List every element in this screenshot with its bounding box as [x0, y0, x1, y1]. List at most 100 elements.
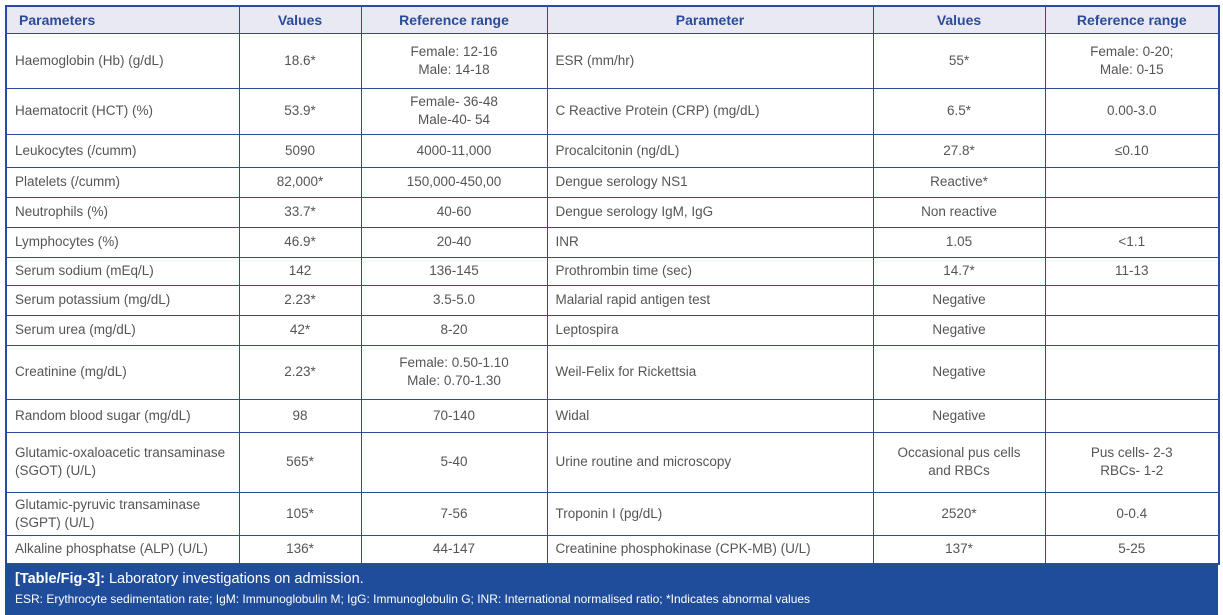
parameter-cell-right: Malarial rapid antigen test — [546, 284, 874, 316]
table-row: Platelets (/cumm) 82,000* 150,000-450,00… — [5, 166, 1220, 198]
table-row: Haematocrit (HCT) (%) 53.9* Female- 36-4… — [5, 87, 1220, 135]
value-cell-right: 55* — [872, 32, 1046, 89]
header-values-right: Values — [872, 5, 1046, 34]
reference-cell-right — [1044, 196, 1220, 228]
table-header-row: Parameters Values Reference range Parame… — [5, 5, 1220, 34]
table-row: Glutamic-pyruvic transaminase (SGPT) (U/… — [5, 491, 1220, 536]
value-cell-left: 5090 — [238, 133, 362, 168]
reference-cell-right — [1044, 284, 1220, 316]
reference-cell-right: 0.00-3.0 — [1044, 87, 1220, 135]
reference-cell-left: 44-147 — [360, 534, 548, 565]
reference-cell-left: 150,000-450,00 — [360, 166, 548, 198]
value-cell-right: 1.05 — [872, 226, 1046, 258]
table-row: Creatinine (mg/dL) 2.23* Female: 0.50-1.… — [5, 344, 1220, 400]
parameter-cell-left: Neutrophils (%) — [5, 196, 240, 228]
reference-cell-left: 3.5-5.0 — [360, 284, 548, 316]
reference-cell-right: 11-13 — [1044, 256, 1220, 286]
value-cell-left: 82,000* — [238, 166, 362, 198]
parameter-cell-right: Dengue serology NS1 — [546, 166, 874, 198]
parameter-cell-left: Creatinine (mg/dL) — [5, 344, 240, 400]
table-row: Serum urea (mg/dL) 42* 8-20 Leptospira N… — [5, 314, 1220, 346]
reference-cell-left: Female: 0.50-1.10 Male: 0.70-1.30 — [360, 344, 548, 400]
parameter-cell-left: Platelets (/cumm) — [5, 166, 240, 198]
reference-cell-left: 136-145 — [360, 256, 548, 286]
table-footnote: ESR: Erythrocyte sedimentation rate; IgM… — [15, 591, 811, 606]
value-cell-right: Non reactive — [872, 196, 1046, 228]
parameter-cell-right: Creatinine phosphokinase (CPK-MB) (U/L) — [546, 534, 874, 565]
parameter-cell-right: Procalcitonin (ng/dL) — [546, 133, 874, 168]
reference-cell-left: 5-40 — [360, 431, 548, 493]
parameter-cell-left: Lymphocytes (%) — [5, 226, 240, 258]
reference-cell-left: Female: 12-16 Male: 14-18 — [360, 32, 548, 89]
parameter-cell-left: Serum sodium (mEq/L) — [5, 256, 240, 286]
value-cell-left: 142 — [238, 256, 362, 286]
reference-cell-right: 5-25 — [1044, 534, 1220, 565]
parameter-cell-left: Glutamic-oxaloacetic transaminase (SGOT)… — [5, 431, 240, 493]
value-cell-right: 27.8* — [872, 133, 1046, 168]
caption-band: [Table/Fig-3]: Laboratory investigations… — [5, 565, 1218, 615]
reference-cell-right: 0-0.4 — [1044, 491, 1220, 536]
parameter-cell-left: Haematocrit (HCT) (%) — [5, 87, 240, 135]
caption-label: [Table/Fig-3]: — [15, 571, 105, 587]
caption-text: Laboratory investigations on admission. — [104, 571, 364, 587]
reference-cell-right: <1.1 — [1044, 226, 1220, 258]
parameter-cell-right: Widal — [546, 398, 874, 433]
parameter-cell-right: ESR (mm/hr) — [546, 32, 874, 89]
value-cell-right: Occasional pus cells and RBCs — [872, 431, 1046, 493]
header-parameters-left: Parameters — [5, 5, 240, 34]
parameter-cell-left: Serum urea (mg/dL) — [5, 314, 240, 346]
reference-cell-left: 4000-11,000 — [360, 133, 548, 168]
value-cell-right: Negative — [872, 314, 1046, 346]
table-row: Neutrophils (%) 33.7* 40-60 Dengue serol… — [5, 196, 1220, 228]
value-cell-right: 14.7* — [872, 256, 1046, 286]
value-cell-left: 565* — [238, 431, 362, 493]
reference-cell-right: Pus cells- 2-3 RBCs- 1-2 — [1044, 431, 1220, 493]
header-parameter-right: Parameter — [546, 5, 874, 34]
table-row: Alkaline phosphatse (ALP) (U/L) 136* 44-… — [5, 534, 1220, 565]
reference-cell-left: Female- 36-48 Male-40- 54 — [360, 87, 548, 135]
value-cell-right: Negative — [872, 284, 1046, 316]
table-row: Glutamic-oxaloacetic transaminase (SGOT)… — [5, 431, 1220, 493]
parameter-cell-left: Serum potassium (mg/dL) — [5, 284, 240, 316]
parameter-cell-right: Dengue serology IgM, IgG — [546, 196, 874, 228]
reference-cell-left: 40-60 — [360, 196, 548, 228]
value-cell-right: 6.5* — [872, 87, 1046, 135]
value-cell-left: 98 — [238, 398, 362, 433]
parameter-cell-right: Leptospira — [546, 314, 874, 346]
parameter-cell-left: Glutamic-pyruvic transaminase (SGPT) (U/… — [5, 491, 240, 536]
value-cell-left: 18.6* — [238, 32, 362, 89]
lab-results-table: Parameters Values Reference range Parame… — [5, 5, 1220, 565]
parameter-cell-right: Urine routine and microscopy — [546, 431, 874, 493]
reference-cell-left: 7-56 — [360, 491, 548, 536]
value-cell-left: 136* — [238, 534, 362, 565]
reference-cell-left: 8-20 — [360, 314, 548, 346]
value-cell-right: Negative — [872, 344, 1046, 400]
table-row: Serum sodium (mEq/L) 142 136-145 Prothro… — [5, 256, 1220, 286]
table-row: Random blood sugar (mg/dL) 98 70-140 Wid… — [5, 398, 1220, 433]
parameter-cell-left: Haemoglobin (Hb) (g/dL) — [5, 32, 240, 89]
reference-cell-left: 20-40 — [360, 226, 548, 258]
reference-cell-right — [1044, 166, 1220, 198]
table-row: Serum potassium (mg/dL) 2.23* 3.5-5.0 Ma… — [5, 284, 1220, 316]
value-cell-right: 137* — [872, 534, 1046, 565]
table-row: Haemoglobin (Hb) (g/dL) 18.6* Female: 12… — [5, 32, 1220, 89]
header-reference-left: Reference range — [360, 5, 548, 34]
parameter-cell-right: INR — [546, 226, 874, 258]
value-cell-left: 46.9* — [238, 226, 362, 258]
header-reference-right: Reference range — [1044, 5, 1220, 34]
table-row: Lymphocytes (%) 46.9* 20-40 INR 1.05 <1.… — [5, 226, 1220, 258]
reference-cell-right — [1044, 344, 1220, 400]
parameter-cell-left: Alkaline phosphatse (ALP) (U/L) — [5, 534, 240, 565]
value-cell-left: 105* — [238, 491, 362, 536]
value-cell-right: 2520* — [872, 491, 1046, 536]
parameter-cell-right: Troponin I (pg/dL) — [546, 491, 874, 536]
table-caption: [Table/Fig-3]: Laboratory investigations… — [15, 570, 1208, 590]
reference-cell-right — [1044, 398, 1220, 433]
value-cell-left: 42* — [238, 314, 362, 346]
value-cell-left: 2.23* — [238, 284, 362, 316]
value-cell-left: 33.7* — [238, 196, 362, 228]
value-cell-right: Negative — [872, 398, 1046, 433]
value-cell-right: Reactive* — [872, 166, 1046, 198]
reference-cell-right: ≤0.10 — [1044, 133, 1220, 168]
